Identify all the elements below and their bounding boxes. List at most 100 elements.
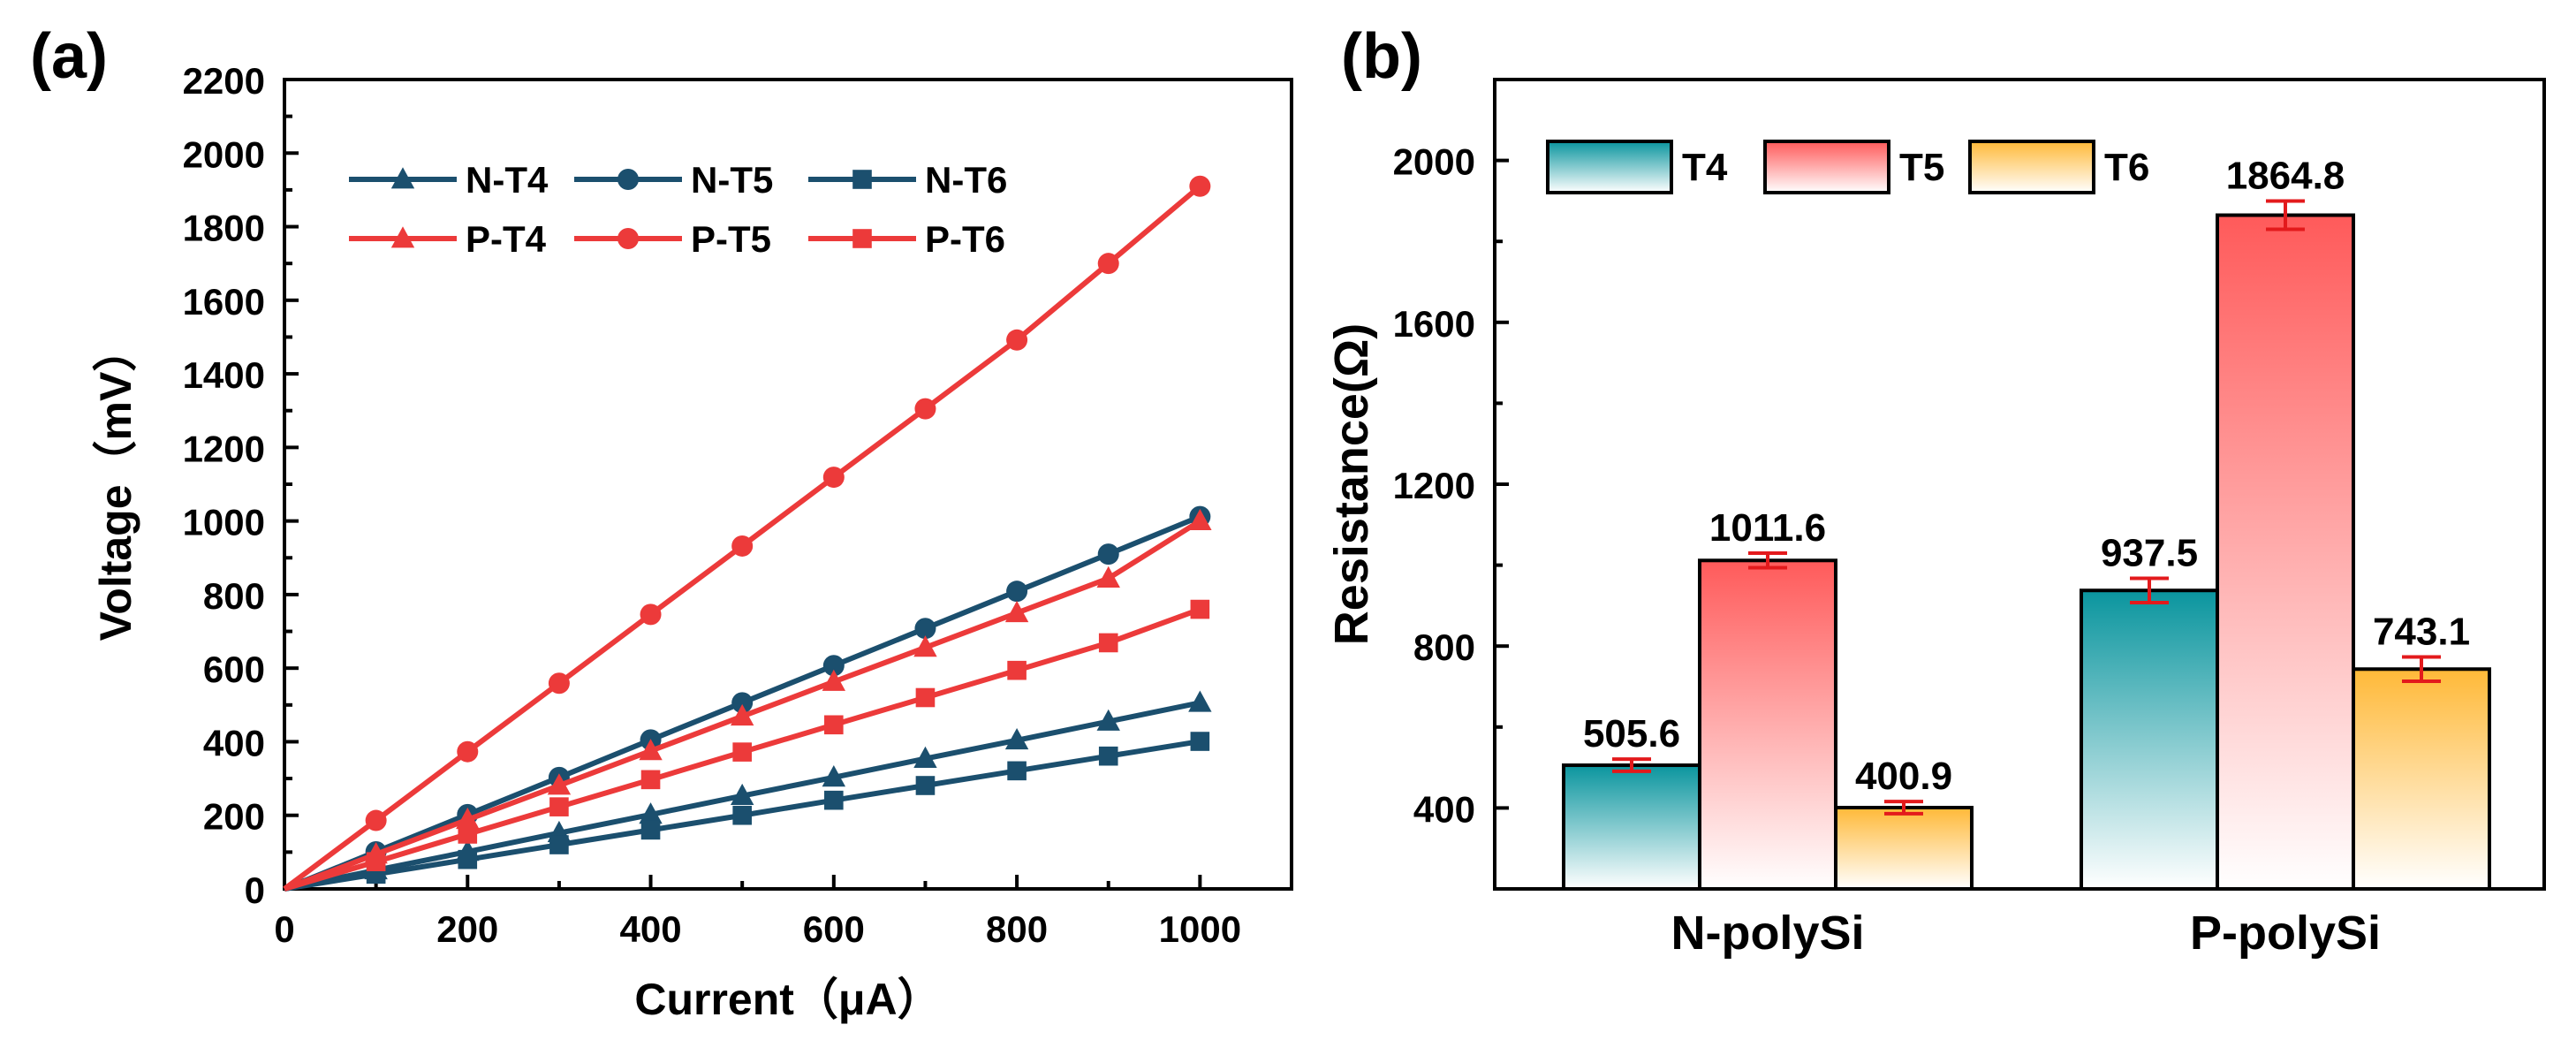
data-point-n-t4 xyxy=(1188,690,1212,712)
bar-value-label: 937.5 xyxy=(2101,531,2198,574)
chart-a-x-tick-label: 800 xyxy=(986,908,1048,950)
data-point-n-t6 xyxy=(549,835,569,854)
bar-value-label: 1011.6 xyxy=(1709,506,1826,550)
bar-t6-p-polysi xyxy=(2352,667,2491,891)
chart-a-x-tick-label: 0 xyxy=(274,908,294,950)
chart-b-legend: T4 T5 T6 xyxy=(1546,140,2149,194)
bar-value-label: 1864.8 xyxy=(2226,154,2345,197)
chart-a-y-axis-label: Voltage（mV） xyxy=(91,328,140,641)
legend-marker-p-t4 xyxy=(390,226,415,248)
legend-label-p-t5: P-T5 xyxy=(691,218,771,260)
legend-marker-p-t6 xyxy=(852,229,872,248)
legend-label-t5: T5 xyxy=(1899,146,1944,189)
bar-value-label: 400.9 xyxy=(1855,755,1952,798)
data-point-p-t6 xyxy=(366,852,386,871)
data-point-p-t4 xyxy=(639,739,663,761)
data-point-p-t6 xyxy=(458,824,478,844)
bar-t5-p-polysi xyxy=(2216,213,2355,891)
chart-b-y-tick-label: 2000 xyxy=(1393,141,1475,183)
data-point-p-t6 xyxy=(824,715,844,735)
data-point-p-t5 xyxy=(914,398,936,420)
data-point-n-t4 xyxy=(913,746,937,768)
legend-label-n-t6: N-T6 xyxy=(925,159,1007,201)
data-point-n-t6 xyxy=(824,790,844,810)
data-point-p-t4 xyxy=(822,669,846,691)
data-point-n-t4 xyxy=(1096,709,1120,731)
chart-b-axes-layer: 400 800 1200 1600 2000 N-polySi P-polySi xyxy=(1393,78,2546,960)
data-point-p-t4 xyxy=(1004,600,1029,623)
chart-a-y-tick-label: 400 xyxy=(203,722,265,763)
chart-b-y-tick-label: 800 xyxy=(1413,626,1475,668)
bar-t5-n-polysi xyxy=(1698,558,1837,891)
data-point-n-t5 xyxy=(822,655,845,677)
chart-a-y-tick-label: 600 xyxy=(203,649,265,690)
data-point-n-t6 xyxy=(1098,746,1118,766)
chart-b-bars-layer: 505.6 1011.6 400.9 937.5 1864.8 743.1 xyxy=(1562,154,2491,892)
data-point-n-t5 xyxy=(1097,543,1119,566)
chart-b-y-tick-label: 1200 xyxy=(1393,465,1475,506)
chart-a-y-tick-label: 1600 xyxy=(183,281,265,323)
data-point-p-t5 xyxy=(640,604,662,626)
chart-b-y-tick-label: 1600 xyxy=(1393,303,1475,345)
chart-a-legend: N-T4 N-T5 N-T6 P-T4 P-T5 P-T6 xyxy=(349,159,1007,260)
bar-t4-n-polysi xyxy=(1562,763,1701,892)
chart-a-x-axis-label: Current（μA） xyxy=(634,975,941,1024)
data-point-p-t4 xyxy=(913,635,937,657)
data-point-p-t4 xyxy=(547,773,572,795)
chart-a-y-tick-label: 2200 xyxy=(183,60,265,102)
chart-b-y-tick-label: 400 xyxy=(1413,788,1475,830)
legend-swatch-t5 xyxy=(1763,140,1890,194)
legend-swatch-t4 xyxy=(1546,140,1673,194)
data-point-n-t5 xyxy=(914,618,936,640)
data-point-n-t5 xyxy=(731,692,754,714)
data-point-p-t5 xyxy=(365,809,387,831)
chart-b-y-axis-label: Resistance(Ω) xyxy=(1325,323,1378,645)
bar-t6-n-polysi xyxy=(1834,805,1974,891)
chart-a-y-tick-label: 1400 xyxy=(183,354,265,396)
chart-a-y-tick-label: 1000 xyxy=(183,502,265,543)
data-point-n-t4 xyxy=(730,783,754,806)
data-point-n-t4 xyxy=(1004,727,1029,750)
data-point-p-t4 xyxy=(456,807,480,830)
chart-a-y-tick-label: 0 xyxy=(245,869,265,911)
chart-a-y-tick-label: 2000 xyxy=(183,133,265,175)
data-point-p-t6 xyxy=(732,742,752,762)
legend-swatch-t6 xyxy=(1968,140,2095,194)
legend-marker-n-t5 xyxy=(617,169,639,190)
chart-a-x-tick-label: 200 xyxy=(436,908,498,950)
bar-t4-p-polysi xyxy=(2080,588,2219,891)
chart-a-x-tick-label: 1000 xyxy=(1159,908,1241,950)
legend-marker-n-t4 xyxy=(390,167,415,189)
data-point-n-t4 xyxy=(639,802,663,824)
data-point-p-t6 xyxy=(549,797,569,816)
chart-a-x-tick-label: 600 xyxy=(803,908,865,950)
chart-a-x-tick-label: 400 xyxy=(620,908,682,950)
legend-marker-n-t6 xyxy=(852,170,872,189)
chart-b-category-label: P-polySi xyxy=(2190,907,2381,960)
chart-a-y-tick-label: 1200 xyxy=(183,428,265,469)
data-point-p-t4 xyxy=(1096,566,1120,588)
chart-a-frame xyxy=(283,78,1293,891)
data-point-p-t5 xyxy=(548,672,570,695)
data-point-n-t6 xyxy=(915,776,936,795)
data-point-p-t6 xyxy=(1190,599,1210,619)
data-point-p-t6 xyxy=(640,770,661,790)
data-point-p-t6 xyxy=(1007,660,1027,680)
panel-a-label: (a) xyxy=(30,21,108,92)
data-point-p-t5 xyxy=(457,740,479,763)
data-point-p-t4 xyxy=(730,703,754,726)
chart-b-category-label: N-polySi xyxy=(1671,907,1864,960)
bar-value-label: 743.1 xyxy=(2373,611,2470,654)
data-point-n-t6 xyxy=(640,820,661,840)
panel-b-label: (b) xyxy=(1341,21,1422,92)
legend-label-p-t6: P-T6 xyxy=(925,218,1005,260)
data-point-n-t5 xyxy=(1006,581,1028,603)
data-point-p-t4 xyxy=(1188,508,1212,530)
data-point-p-t5 xyxy=(731,535,754,557)
data-point-n-t6 xyxy=(732,805,752,825)
data-point-n-t6 xyxy=(1190,732,1210,751)
data-point-p-t5 xyxy=(1097,253,1119,275)
chart-a-y-tick-label: 1800 xyxy=(183,208,265,249)
legend-label-t4: T4 xyxy=(1682,146,1728,189)
data-point-p-t5 xyxy=(1189,175,1211,197)
